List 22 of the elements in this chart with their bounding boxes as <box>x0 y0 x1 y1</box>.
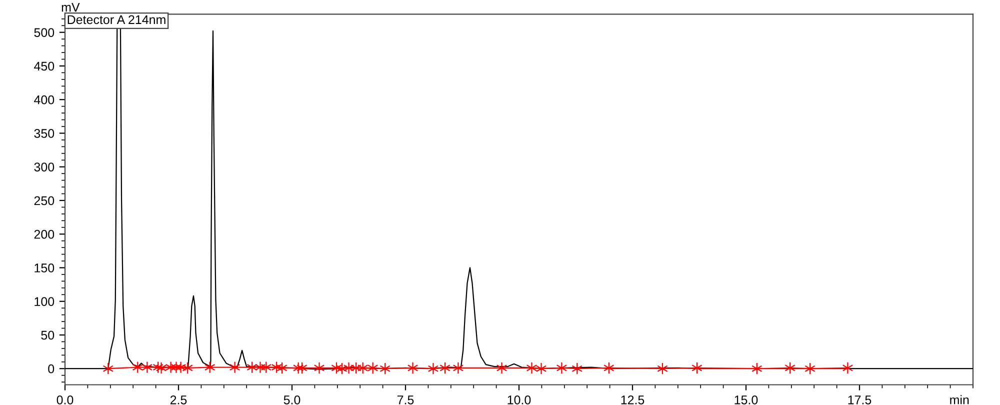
x-tick-label: 7.5 <box>397 396 414 404</box>
y-axis-title: mV <box>62 2 80 12</box>
y-tick-label: 200 <box>34 230 54 239</box>
y-tick-label: 450 <box>34 62 54 71</box>
annotation: Detector A 214nm <box>68 15 166 24</box>
y-tick-label: 400 <box>34 95 54 104</box>
x-axis-title: min <box>950 395 969 404</box>
y-tick-label: 150 <box>34 264 54 272</box>
y-tick-label: 250 <box>34 196 54 206</box>
y-tick-label: 100 <box>34 297 54 306</box>
x-tick-label: 12.5 <box>621 395 644 404</box>
x-tick-label: 10.0 <box>508 395 531 404</box>
y-tick-label: 350 <box>34 129 54 138</box>
y-tick-label: 0 <box>48 364 54 374</box>
y-tick-label: 300 <box>34 162 54 172</box>
x-tick-label: 15.0 <box>734 395 758 404</box>
x-tick-label: 17.5 <box>848 396 872 404</box>
x-tick-label: 2.5 <box>170 395 187 404</box>
y-tick-label: 50 <box>41 330 54 340</box>
y-tick-label: 500 <box>34 28 54 37</box>
x-tick-label: 0.0 <box>56 395 74 404</box>
x-tick-label: 5.0 <box>284 395 300 404</box>
